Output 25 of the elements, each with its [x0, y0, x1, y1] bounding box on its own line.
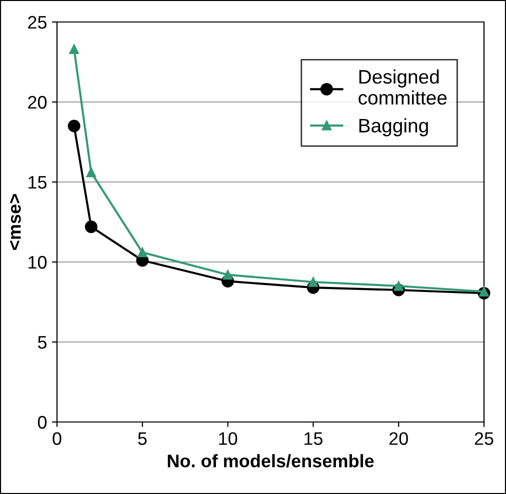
y-tick-label: 15	[28, 176, 47, 189]
legend-label: Designed committee	[358, 69, 447, 105]
y-tick-label: 5	[38, 336, 47, 349]
x-tick-label: 10	[219, 432, 238, 445]
x-tick-label: 5	[138, 432, 147, 445]
x-tick-label: 20	[389, 432, 408, 445]
x-tick-label: 0	[52, 432, 62, 445]
x-tick-label: 15	[304, 432, 322, 445]
x-axis-title: No. of models/ensemble	[168, 454, 374, 468]
y-tick-label: 25	[28, 16, 47, 29]
point	[68, 120, 80, 132]
point	[308, 277, 318, 287]
point	[138, 248, 148, 258]
point	[222, 270, 233, 280]
y-tick-label: 0	[38, 416, 47, 429]
y-tick-label: 10	[28, 256, 47, 269]
y-tick-label: 20	[28, 96, 47, 109]
legend-label: Bagging	[359, 118, 428, 136]
point	[84, 220, 98, 234]
point	[86, 168, 96, 178]
point	[69, 44, 79, 54]
point	[394, 281, 404, 291]
x-tick-label: 25	[474, 432, 494, 445]
point	[479, 286, 489, 296]
y-axis-title: <mse>	[10, 194, 21, 250]
